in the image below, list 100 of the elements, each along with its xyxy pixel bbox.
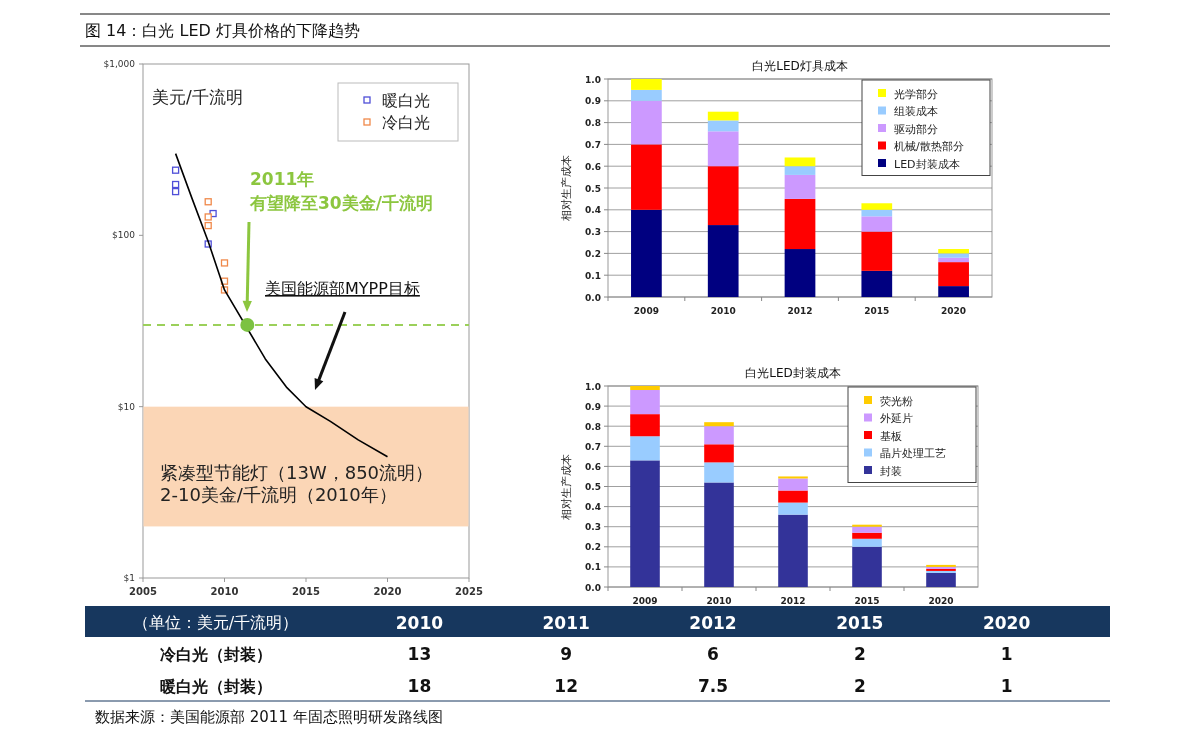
- data-label: 1: [1000, 644, 1013, 664]
- bar: [630, 390, 660, 415]
- point: [220, 259, 229, 267]
- y-tick-label: 0.0: [585, 292, 601, 303]
- x-tick-label: 2005: [129, 586, 157, 597]
- bar: [938, 249, 969, 254]
- y-axis-title: 相对生产成本: [560, 155, 573, 221]
- bar: [861, 270, 893, 297]
- chart-title: 白光LED封装成本: [745, 366, 841, 380]
- bar: [707, 111, 739, 121]
- x-tick-label: 2010: [710, 306, 736, 316]
- y-tick-label: 0.2: [585, 248, 601, 259]
- bar: [861, 231, 893, 271]
- point: [204, 221, 212, 230]
- y-tick-label: 0.5: [585, 482, 601, 492]
- x-tick-label: 2010: [210, 586, 239, 597]
- y-tick-label: 0.1: [585, 562, 601, 573]
- text: （单位：美元/千流明）: [132, 613, 299, 632]
- bar: [926, 572, 956, 587]
- x-tick-label: 2010: [706, 596, 732, 606]
- bar: [852, 524, 882, 527]
- legend-label: 外延片: [880, 412, 913, 425]
- point: [171, 180, 180, 189]
- x-tick-label: 2015: [854, 596, 880, 606]
- bar: [704, 444, 734, 463]
- bar: [631, 144, 662, 210]
- point: [204, 198, 212, 206]
- category-label: 2020: [982, 613, 1031, 633]
- bar: [707, 166, 739, 226]
- y-axis-title: 相对生产成本: [560, 453, 573, 520]
- bar: [631, 100, 662, 145]
- y-tick-label: 1.0: [585, 381, 601, 392]
- bar: [852, 526, 882, 533]
- y-tick-label: 0.6: [585, 461, 601, 472]
- y-tick-label: 0.3: [585, 227, 601, 238]
- point: [204, 213, 212, 221]
- y-tick-label: 0.8: [585, 421, 601, 432]
- bar: [861, 209, 893, 217]
- data-label: 13: [407, 644, 432, 664]
- bar: [631, 209, 662, 297]
- bar: [938, 257, 969, 263]
- data-label: 1: [1000, 676, 1013, 696]
- data-label: 12: [554, 676, 579, 696]
- x-tick-label: 2020: [373, 586, 402, 597]
- y-tick-label: 0.1: [585, 270, 601, 281]
- bar: [704, 422, 734, 427]
- bar: [778, 476, 808, 479]
- bar: [861, 203, 893, 210]
- y-tick-label: 0.9: [585, 96, 601, 107]
- category-label: 2012: [689, 613, 737, 633]
- x-tick-label: 2009: [633, 306, 659, 316]
- bar: [784, 198, 816, 250]
- category-label: 2015: [836, 613, 884, 633]
- bar: [861, 216, 893, 232]
- bar: [630, 436, 660, 461]
- legend-label: 驱动部分: [894, 122, 938, 136]
- y-tick-label: 0.5: [585, 183, 601, 194]
- bar: [852, 538, 882, 547]
- bar: [938, 253, 969, 258]
- data-label: 7.5: [697, 676, 729, 696]
- band-label: 紧凑型节能灯（13W，850流明） 2-10美金/千流明（2010年）: [160, 461, 434, 505]
- legend-label: 基板: [880, 429, 902, 443]
- x-tick-label: 2015: [864, 306, 890, 316]
- legend-label: 晶片处理工艺: [880, 447, 946, 460]
- y-tick-label: $10: [117, 401, 136, 412]
- y-tick-label: 0.0: [585, 582, 601, 593]
- y-tick-label: 0.6: [585, 161, 601, 172]
- legend-label: 封装: [880, 464, 902, 478]
- bar: [631, 79, 662, 90]
- text: 冷白光（封装）: [159, 645, 272, 664]
- bar: [630, 460, 660, 587]
- annotation: 2011年: [250, 169, 315, 189]
- bar: [784, 174, 816, 199]
- point: [240, 317, 255, 332]
- x-tick-label: 2012: [787, 306, 813, 316]
- legend-label: 机械/散热部分: [894, 140, 964, 153]
- text: 暖白光（封装）: [159, 677, 272, 696]
- chart-title: 图 14：白光 LED 灯具价格的下降趋势: [85, 21, 360, 40]
- y-tick-label: 1.0: [585, 74, 601, 85]
- bar: [630, 386, 660, 391]
- data-label: 2: [853, 676, 866, 696]
- bar: [704, 462, 734, 483]
- bar: [778, 478, 808, 491]
- bar: [704, 482, 734, 587]
- data-label: 6: [707, 644, 719, 664]
- legend-label: 暖白光: [382, 91, 430, 110]
- legend-label: 冷白光: [382, 113, 430, 132]
- point: [171, 187, 180, 196]
- x-tick-label: 2025: [455, 586, 483, 597]
- annotation: 美元/千流明: [152, 87, 243, 107]
- y-tick-label: $1,000: [103, 59, 136, 69]
- x-tick-label: 2012: [780, 596, 806, 606]
- bar: [778, 490, 808, 503]
- bar: [778, 514, 808, 587]
- y-tick-label: 0.8: [585, 118, 601, 129]
- category-label: 2010: [395, 613, 444, 633]
- bar: [852, 546, 882, 587]
- chart-title: 白光LED灯具成本: [752, 59, 848, 73]
- source-note: 数据来源：美国能源部 2011 年固态照明研发路线图: [95, 708, 443, 726]
- y-tick-label: 0.2: [585, 542, 601, 553]
